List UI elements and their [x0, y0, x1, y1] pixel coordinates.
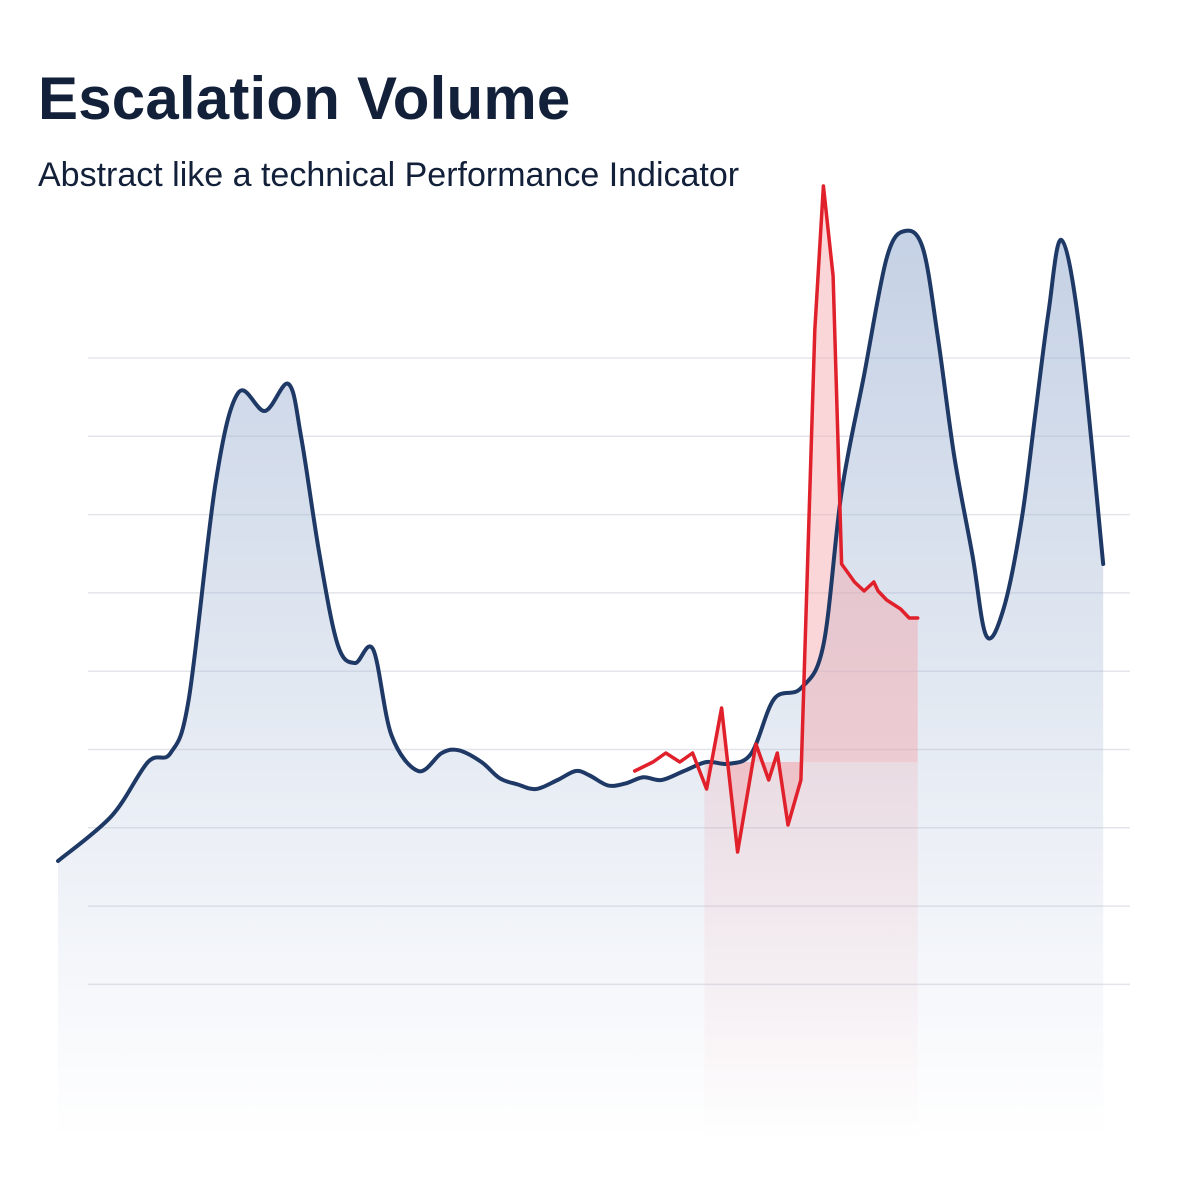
chart-title: Escalation Volume	[38, 65, 571, 132]
alert-highlight-band	[704, 762, 918, 1140]
chart-subtitle: Abstract like a technical Performance In…	[38, 156, 740, 194]
series-lines	[56, 184, 1106, 863]
area-fills	[58, 186, 1104, 1140]
alert-series-area	[706, 186, 918, 852]
main-series-area	[58, 230, 1104, 1140]
main-series-line	[56, 228, 1106, 863]
alert-series-line	[632, 184, 920, 854]
